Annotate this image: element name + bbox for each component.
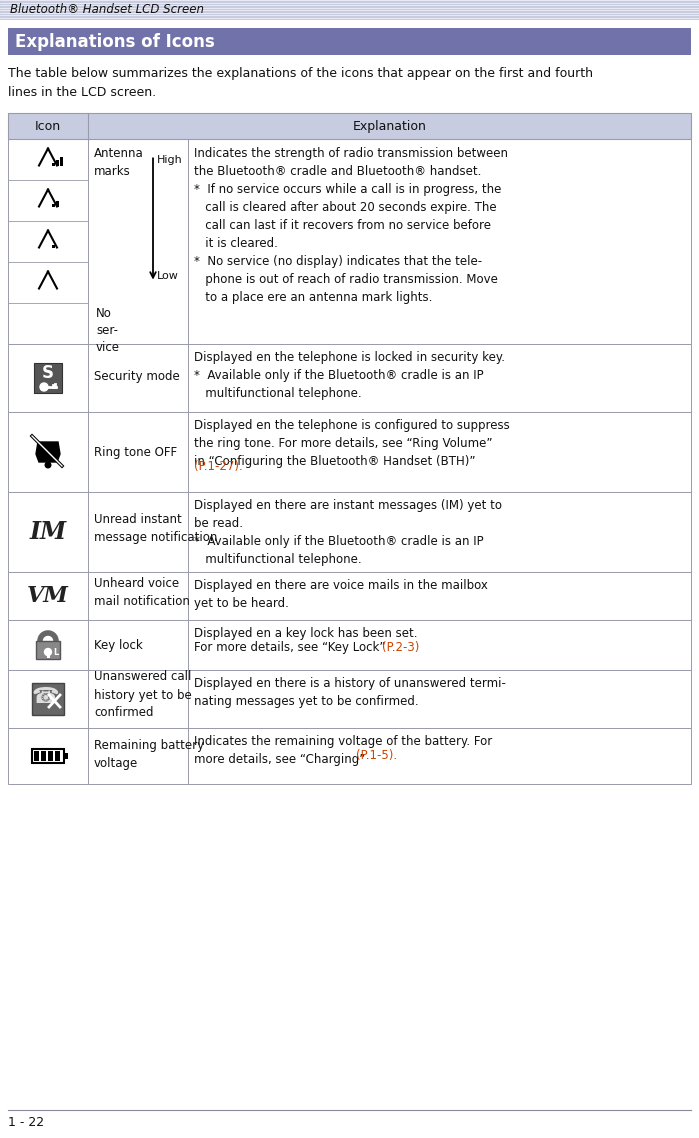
Bar [34,751,39,761]
Text: IM: IM [29,520,66,544]
Text: Indicates the remaining voltage of the battery. For
more details, see “Charging”: Indicates the remaining voltage of the b… [194,735,492,766]
Text: (P.1-5).: (P.1-5). [356,749,397,761]
Bar [41,751,46,761]
Text: Bluetooth® Handset LCD Screen: Bluetooth® Handset LCD Screen [10,2,204,16]
Bar [8,412,691,492]
Bar [8,344,691,412]
Text: Displayed en there are voice mails in the mailbox
yet to be heard.: Displayed en there are voice mails in th… [194,579,488,610]
Bar [8,728,691,784]
Text: 1 - 22: 1 - 22 [8,1116,44,1129]
Text: Ring tone OFF: Ring tone OFF [94,445,177,459]
Bar [36,641,60,659]
Text: Displayed en the telephone is configured to suppress
the ring tone. For more det: Displayed en the telephone is configured… [194,419,510,486]
Text: Remaining battery
voltage: Remaining battery voltage [94,739,204,769]
Bar [52,163,55,165]
Text: Displayed en there is a history of unanswered termi-
nating messages yet to be c: Displayed en there is a history of unans… [194,677,506,708]
Bar [52,204,55,206]
Text: Low: Low [157,271,179,280]
Bar [8,620,691,670]
Text: For more details, see “Key Lock”: For more details, see “Key Lock” [194,641,393,653]
Bar [48,751,53,761]
Bar [0,0,699,20]
Text: VM: VM [27,585,69,607]
Bar [55,751,60,761]
Polygon shape [36,442,60,462]
Circle shape [45,462,52,469]
Bar [32,749,64,762]
Text: Displayed en a key lock has been set.: Displayed en a key lock has been set. [194,627,417,640]
Circle shape [40,384,48,391]
Bar [60,157,63,165]
Text: Explanations of Icons: Explanations of Icons [15,33,215,50]
Bar [56,159,59,165]
Text: (P.2-3): (P.2-3) [382,641,419,653]
Bar [47,652,50,658]
Text: No
ser-
vice: No ser- vice [96,307,120,354]
Text: Displayed en there are instant messages (IM) yet to
be read.
*  Available only i: Displayed en there are instant messages … [194,498,502,566]
Bar [56,200,59,206]
Text: (P.1-27).: (P.1-27). [194,460,243,472]
Text: ☎: ☎ [31,687,59,707]
Text: Unanswered call
history yet to be
confirmed: Unanswered call history yet to be confir… [94,670,192,719]
Text: Security mode: Security mode [94,370,180,382]
Text: Displayed en the telephone is locked in security key.
*  Available only if the B: Displayed en the telephone is locked in … [194,351,505,399]
Circle shape [45,649,52,655]
Bar [52,245,55,247]
Text: S: S [42,364,54,382]
Bar [8,28,691,55]
Text: L: L [53,648,59,657]
Text: Indicates the strength of radio transmission between
the Bluetooth® cradle and B: Indicates the strength of radio transmis… [194,147,508,304]
Text: Antenna
marks: Antenna marks [94,147,144,178]
Bar [8,670,691,728]
Text: High: High [157,156,182,165]
Bar [8,139,691,344]
Text: The table below summarizes the explanations of the icons that appear on the firs: The table below summarizes the explanati… [8,67,593,99]
Bar [64,753,68,759]
Bar [32,683,64,715]
Text: Unread instant
message notification: Unread instant message notification [94,512,217,544]
Bar [8,113,691,139]
Text: Key lock: Key lock [94,638,143,651]
Bar [8,492,691,572]
Bar [8,572,691,620]
Text: Icon: Icon [35,119,61,132]
Text: Explanation: Explanation [352,119,426,132]
Text: Unheard voice
mail notification: Unheard voice mail notification [94,577,190,608]
Bar [34,363,62,393]
